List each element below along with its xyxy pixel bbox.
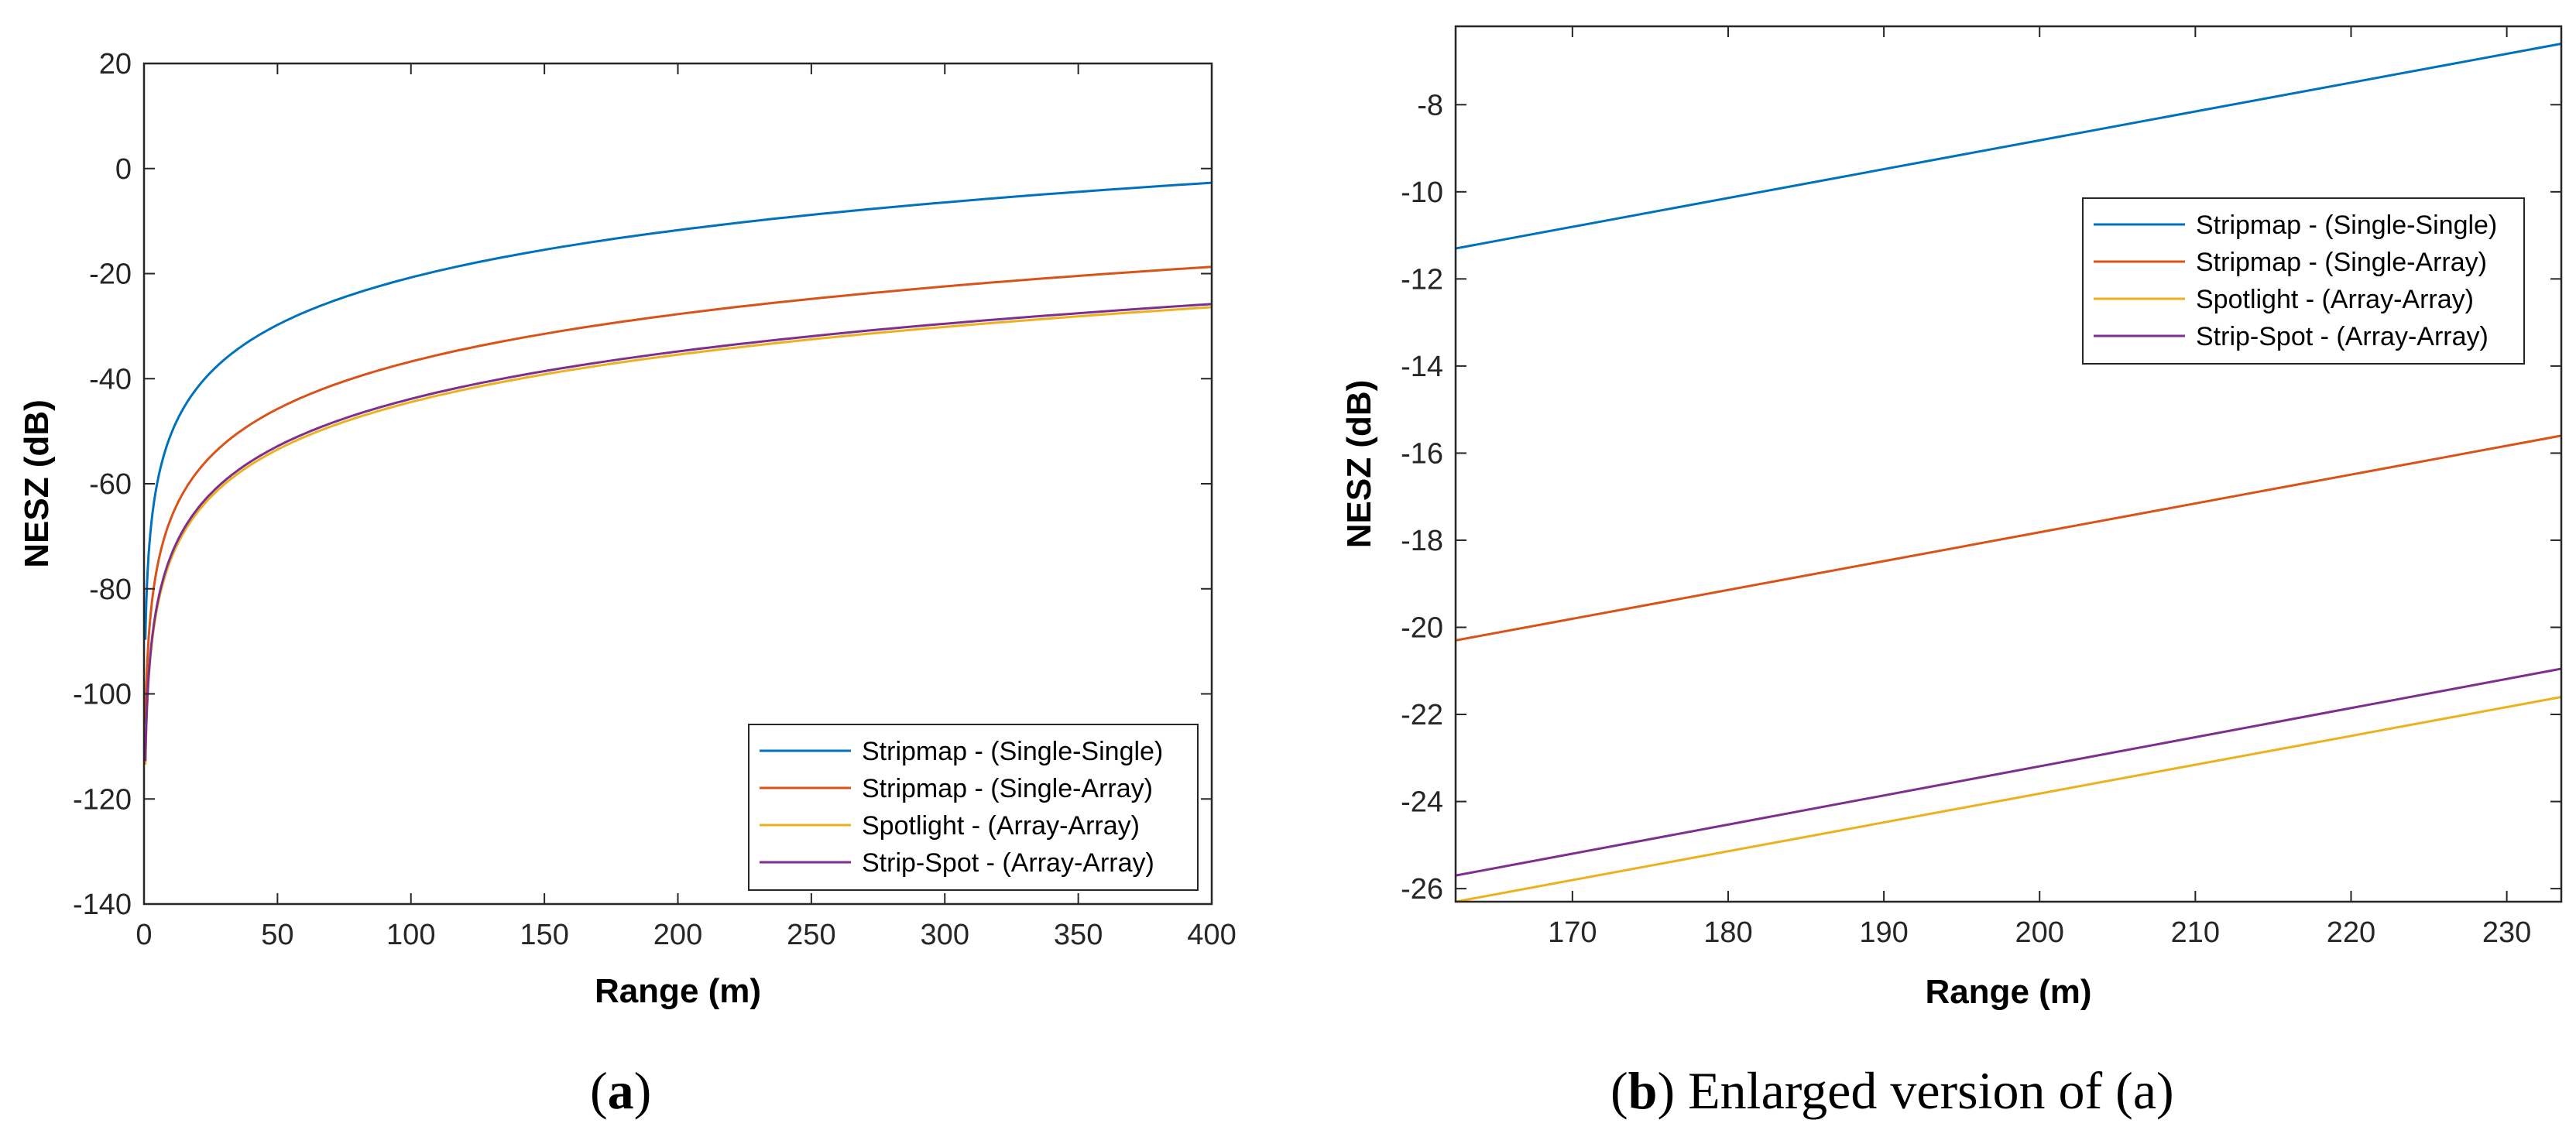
y-tick-label: -20: [1401, 612, 1443, 645]
y-tick-label: -100: [73, 679, 132, 711]
x-tick-label: 350: [1054, 919, 1103, 951]
series-line-2: [144, 265, 1212, 724]
x-tick-label: 170: [1548, 916, 1597, 949]
caption-b-text: Enlarged version of (a): [1675, 1061, 2174, 1120]
y-axis-label: NESZ (dB): [1340, 380, 1378, 549]
y-tick-label: -22: [1401, 699, 1443, 731]
legend-entry-1: Stripmap - (Single-Single): [862, 737, 1163, 766]
x-tick-label: 200: [653, 919, 702, 951]
legend-entry-4: Strip-Spot - (Array-Array): [2196, 322, 2489, 351]
y-tick-label: -140: [73, 889, 132, 921]
series-line-3: [1456, 696, 2561, 902]
y-tick-label: -120: [73, 783, 132, 816]
y-tick-label: -14: [1401, 351, 1443, 383]
y-tick-label: -80: [89, 574, 132, 606]
y-tick-label: -20: [89, 259, 132, 291]
legend: Stripmap - (Single-Single) Stripmap - (Si…: [2082, 197, 2525, 365]
x-tick-label: 50: [261, 919, 293, 951]
x-tick-label: 230: [2482, 916, 2531, 949]
x-tick-label: 190: [1859, 916, 1908, 949]
legend-entry-2: Stripmap - (Single-Array): [862, 774, 1153, 803]
y-tick-label: 0: [115, 153, 132, 186]
legend-entry-3: Spotlight - (Array-Array): [2196, 285, 2474, 314]
series-line-1: [1456, 43, 2561, 250]
legend-entry-2: Stripmap - (Single-Array): [2196, 248, 2487, 277]
x-tick-label: 220: [2327, 916, 2375, 949]
y-tick-label: -10: [1401, 176, 1443, 209]
y-axis-label: NESZ (dB): [18, 399, 56, 568]
axes-box: [1454, 25, 2563, 903]
legend-entry-4: Strip-Spot - (Array-Array): [862, 848, 1154, 878]
y-tick-label: -18: [1401, 525, 1443, 557]
x-tick-label: 300: [921, 919, 969, 951]
series-line-4: [144, 303, 1212, 762]
caption-b-letter: b: [1628, 1061, 1658, 1120]
y-tick-label: 20: [99, 48, 132, 80]
y-tick-label: -16: [1401, 437, 1443, 470]
x-axis-label: Range (m): [595, 972, 761, 1010]
y-tick-label: -24: [1401, 786, 1443, 819]
x-tick-label: 250: [787, 919, 835, 951]
series-line-1: [144, 181, 1212, 640]
x-tick-label: 210: [2171, 916, 2220, 949]
y-tick-label: -26: [1401, 873, 1443, 906]
x-tick-label: 0: [135, 919, 152, 951]
series-line-4: [1456, 667, 2561, 877]
x-tick-label: 200: [2015, 916, 2064, 949]
caption-b: (b) Enlarged version of (a): [1610, 1061, 2174, 1120]
legend: Stripmap - (Single-Single) Stripmap - (Si…: [748, 724, 1199, 891]
caption-a: (a): [590, 1061, 652, 1120]
y-tick-label: -8: [1417, 89, 1443, 122]
legend-entry-3: Spotlight - (Array-Array): [862, 811, 1140, 841]
x-tick-label: 150: [520, 919, 568, 951]
chart-panel-a: 0 50 100 150 200 250 300 350 400200-20-40-60-80-…: [18, 48, 1237, 1010]
y-tick-label: -60: [89, 468, 132, 501]
x-tick-label: 400: [1187, 919, 1236, 951]
caption-a-letter: a: [607, 1061, 634, 1120]
series-line-3: [144, 306, 1212, 765]
x-tick-label: 180: [1703, 916, 1752, 949]
x-tick-label: 100: [386, 919, 435, 951]
legend-entry-1: Stripmap - (Single-Single): [2196, 211, 2497, 240]
series-line-2: [1456, 434, 2561, 642]
x-axis-label: Range (m): [1925, 973, 2091, 1011]
y-tick-label: -12: [1401, 263, 1443, 296]
y-tick-label: -40: [89, 363, 132, 396]
chart-panel-b: 170 180 190 200 210 220 230 -8 -10 -12 -14 -16 -18 -2…: [1340, 25, 2563, 1011]
